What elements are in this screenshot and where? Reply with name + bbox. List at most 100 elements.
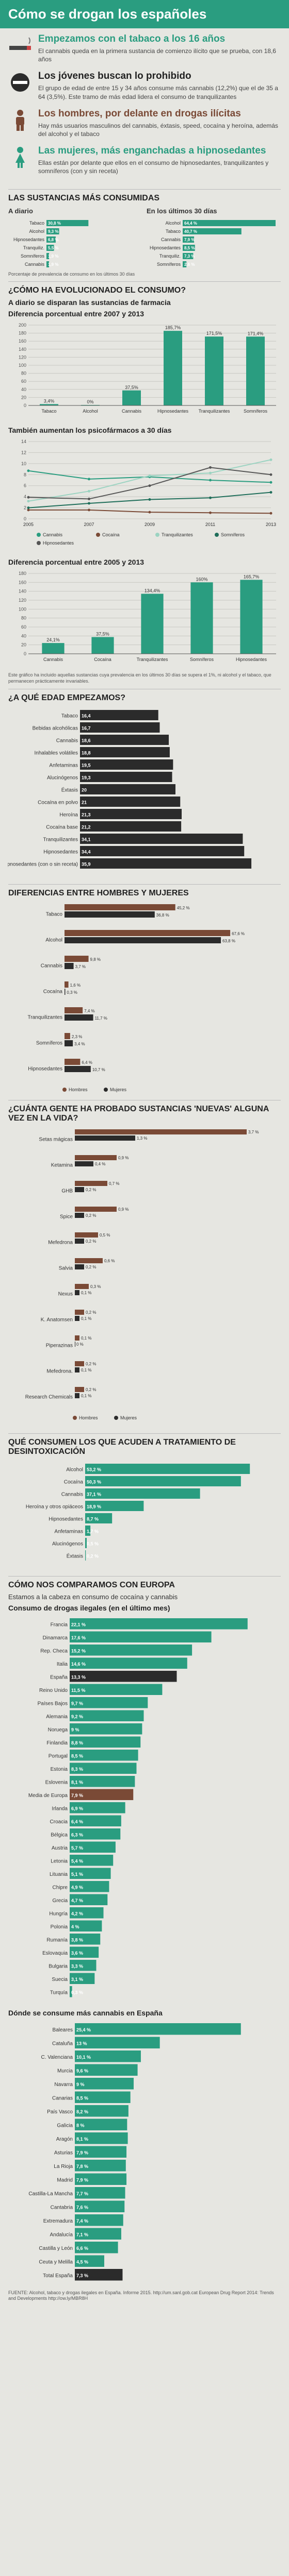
bar <box>70 1841 116 1853</box>
legend-entry: Cocaína <box>102 532 120 537</box>
bar <box>65 1007 83 1013</box>
data-label: 6,6 % <box>76 2246 88 2251</box>
bar <box>75 2132 128 2144</box>
intro-heading: Los jóvenes buscan lo prohibido <box>38 71 191 82</box>
data-label: 16,4 <box>82 713 91 718</box>
infographic: Cómo se drogan los españoles Empezamos c… <box>0 0 289 2301</box>
category-label: Italia <box>57 1661 68 1667</box>
data-label: 18,8 <box>82 750 91 755</box>
category-label: Éxtasis <box>67 1552 83 1559</box>
bar <box>85 1476 241 1486</box>
section-lead: Estamos a la cabeza en consumo de cocaín… <box>8 1592 178 1601</box>
category-label: Hipnosedantes <box>150 245 181 250</box>
bar <box>65 937 221 943</box>
tick-label: 2013 <box>266 522 276 527</box>
data-label: 0,3 % <box>71 1990 83 1995</box>
bar <box>80 747 170 757</box>
bar <box>80 759 173 770</box>
data-label: 25,4 % <box>76 2027 91 2032</box>
category-label: Tabaco <box>166 229 181 234</box>
data-label: 34,1 <box>82 837 91 842</box>
bar <box>75 1206 117 1212</box>
data-label: 8,1 % <box>71 1780 83 1785</box>
category-label: Tranquilizantes <box>137 657 168 662</box>
bar <box>164 331 182 406</box>
data-label: 0% <box>87 399 93 404</box>
bar <box>75 1212 84 1218</box>
data-point <box>27 496 30 499</box>
bar <box>183 236 195 243</box>
data-point <box>209 511 212 514</box>
bar <box>75 1238 84 1244</box>
bar <box>65 962 74 969</box>
legend-entry: Mujeres <box>120 1415 137 1420</box>
data-point <box>148 474 151 478</box>
data-label: 21,3 <box>82 812 91 817</box>
legend-entry: Mujeres <box>110 1087 127 1092</box>
data-label: 3,7 % <box>248 1130 259 1134</box>
data-label: 7,9 % <box>76 2150 88 2155</box>
tick-label: 160 <box>19 338 26 344</box>
category-label: Cataluña <box>52 2041 73 2046</box>
data-label: 4,9 % <box>71 1885 83 1890</box>
data-point <box>148 484 151 487</box>
bar <box>75 2105 129 2117</box>
legend-swatch <box>62 1087 67 1092</box>
intro-section: Empezamos con el tabaco a los 16 años El… <box>0 28 289 186</box>
intro-text: El grupo de edad de entre 15 y 34 años c… <box>38 84 278 100</box>
data-label: 30,8 % <box>48 221 61 225</box>
category-label: Alcohol <box>165 221 181 226</box>
data-label: 0,2 % <box>86 1362 96 1366</box>
category-label: Cocaína base <box>46 824 78 830</box>
data-label: 0,9 % <box>118 1207 129 1212</box>
chart-note: Porcentaje de prevalencia de consumo en … <box>8 271 135 277</box>
bar <box>70 1959 97 1971</box>
chart-diff-2005-2013: 0 20 40 60 80 100 120 140 160 180 24,1% Cannabis 37,… <box>19 571 276 662</box>
tick-label: 80 <box>21 616 26 621</box>
category-label: Tranquilizantes <box>43 837 78 842</box>
bar <box>70 1618 248 1630</box>
chart-psicofarmacos-lines: 0 2 4 6 8 10 12 14 2005 2007 2009 2011 2013 Cannabis C… <box>21 439 276 546</box>
category-label: Castilla y León <box>39 2246 73 2251</box>
data-label: 3,4% <box>44 399 55 404</box>
data-point <box>27 500 30 503</box>
tick-label: 200 <box>19 323 26 328</box>
tick-label: 120 <box>19 598 26 603</box>
data-label: 8,7 % <box>87 1516 99 1521</box>
chart-treatment: Alcohol 53,2 % Cocaína 50,3 % Cannabis 37,1 %… <box>26 1463 250 1561</box>
category-label: Países Bajos <box>38 1701 68 1706</box>
data-label: 0,1 % <box>81 1394 91 1398</box>
bar <box>75 1258 103 1263</box>
data-label: 24,1% <box>46 637 60 642</box>
category-label: Polonia <box>51 1924 68 1929</box>
bar <box>65 1058 81 1065</box>
legend-swatch <box>96 533 100 537</box>
tick-label: 2005 <box>23 522 34 527</box>
category-label: Ketamina <box>51 1162 73 1168</box>
bar <box>75 2173 127 2185</box>
category-label: Rumanía <box>46 1937 68 1943</box>
bar <box>75 1335 79 1341</box>
intro-heading: Los hombres, por delante en drogas ilíci… <box>38 108 241 119</box>
tick-label: 2009 <box>145 522 155 527</box>
data-label: 1,9 % <box>48 253 58 258</box>
series-line <box>28 459 271 502</box>
section-title: DIFERENCIAS ENTRE HOMBRES Y MUJERES <box>8 888 189 897</box>
section-title: LAS SUSTANCIAS MÁS CONSUMIDAS <box>8 193 160 202</box>
category-label: GHB <box>61 1188 73 1194</box>
bar <box>75 2200 125 2212</box>
bar <box>75 2064 138 2076</box>
category-label: Tabaco <box>29 220 44 225</box>
bar <box>70 1644 192 1656</box>
bar <box>75 2050 141 2062</box>
data-label: 8,1 % <box>76 2137 88 2142</box>
data-point <box>148 498 151 501</box>
bar <box>183 228 242 234</box>
bar <box>70 1710 144 1721</box>
legend-entry: Cannabis <box>43 532 63 537</box>
section-title: ¿A QUÉ EDAD EMPEZAMOS? <box>8 693 125 702</box>
data-label: 1,9 % <box>48 262 58 266</box>
category-label: Turquía <box>50 1990 68 1995</box>
category-label: Murcia <box>57 2068 73 2074</box>
data-point <box>27 469 30 472</box>
